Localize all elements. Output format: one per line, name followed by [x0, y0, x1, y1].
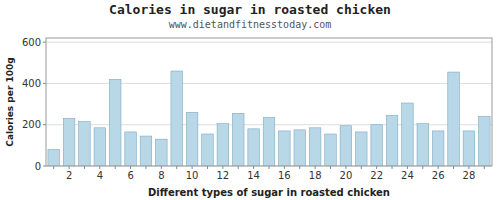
bar [140, 136, 152, 166]
x-tick [99, 166, 100, 169]
x-tick [53, 166, 54, 169]
x-tick [438, 166, 439, 169]
x-tick [176, 166, 177, 169]
x-tick [361, 166, 362, 169]
bar [356, 132, 368, 166]
bar [79, 122, 91, 166]
x-tick [315, 166, 316, 169]
x-tick-label: 8 [158, 170, 164, 181]
bar [340, 126, 352, 166]
x-tick [238, 166, 239, 169]
x-tick [330, 166, 331, 169]
subtitle: www.dietandfitnesstoday.com [169, 19, 332, 30]
bar [432, 131, 444, 166]
x-tick [115, 166, 116, 169]
grid [46, 42, 492, 166]
bar [325, 134, 337, 166]
x-tick-label: 22 [370, 170, 383, 181]
x-tick [69, 166, 70, 169]
x-tick [468, 166, 469, 169]
x-tick [130, 166, 131, 169]
y-tick-label: 600 [22, 37, 41, 48]
x-tick [253, 166, 254, 169]
bar [217, 124, 229, 166]
bar [386, 115, 398, 166]
x-tick [345, 166, 346, 169]
bar [171, 71, 183, 166]
title: Calories in sugar in roasted chicken [109, 2, 391, 17]
x-tick [284, 166, 285, 169]
bar [309, 128, 321, 166]
plot-frame [46, 38, 492, 166]
x-tick-label: 18 [309, 170, 322, 181]
x-tick [84, 166, 85, 169]
bar [263, 117, 275, 166]
bar [479, 116, 491, 166]
x-tick-label: 2 [66, 170, 72, 181]
x-tick-label: 12 [216, 170, 229, 181]
x-tick-label: 10 [186, 170, 199, 181]
x-tick-label: 20 [340, 170, 353, 181]
y-tick-label: 400 [22, 78, 41, 89]
x-tick [376, 166, 377, 169]
x-tick [484, 166, 485, 169]
x-tick [422, 166, 423, 169]
bar [294, 130, 306, 166]
bar [186, 112, 198, 166]
bar [156, 139, 168, 166]
x-tick-label: 16 [278, 170, 291, 181]
y-axis: 0 200 400 600 [22, 37, 46, 172]
bars [48, 71, 490, 166]
bar [371, 125, 383, 166]
x-tick [207, 166, 208, 169]
y-tick-label: 0 [35, 161, 41, 172]
x-tick-label: 4 [97, 170, 103, 181]
x-tick-label: 24 [401, 170, 414, 181]
x-axis-label: Different types of sugar in roasted chic… [148, 187, 390, 198]
x-tick [192, 166, 193, 169]
y-tick-label: 200 [22, 119, 41, 130]
y-axis-label: Calories per 100g [5, 57, 15, 146]
x-tick [222, 166, 223, 169]
bar [109, 79, 121, 166]
bar [202, 134, 214, 166]
x-tick [453, 166, 454, 169]
x-tick [145, 166, 146, 169]
x-tick [392, 166, 393, 169]
x-tick [269, 166, 270, 169]
bar [402, 103, 414, 166]
x-tick-label: 28 [463, 170, 476, 181]
bar [48, 149, 60, 166]
x-tick [407, 166, 408, 169]
bar [94, 128, 106, 166]
x-axis: 246810121416182022242628 [54, 166, 485, 181]
bar [463, 131, 475, 166]
bar [232, 113, 244, 166]
bar [248, 129, 260, 166]
x-tick-label: 26 [432, 170, 445, 181]
chart: Calories in sugar in roasted chicken www.… [0, 0, 500, 200]
x-tick-label: 14 [247, 170, 260, 181]
bar [417, 124, 429, 166]
grid-line [46, 42, 492, 43]
bar [125, 132, 137, 166]
bar [448, 72, 460, 166]
bar [279, 131, 291, 166]
x-tick [299, 166, 300, 169]
bar [63, 119, 75, 166]
x-tick-label: 6 [127, 170, 133, 181]
x-tick [161, 166, 162, 169]
